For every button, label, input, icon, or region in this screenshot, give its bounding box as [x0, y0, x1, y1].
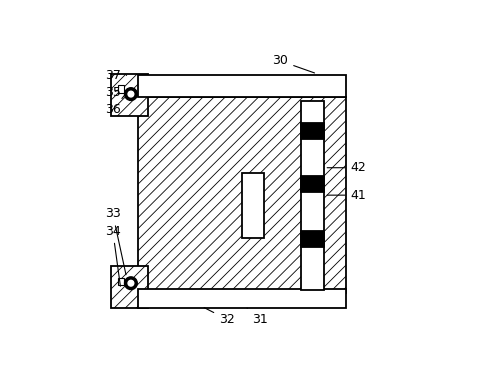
- Circle shape: [128, 91, 134, 97]
- Bar: [301, 176, 325, 192]
- Bar: [138, 75, 346, 97]
- Bar: [301, 101, 325, 290]
- Bar: [118, 86, 124, 93]
- Bar: [138, 97, 346, 293]
- Bar: [301, 231, 325, 247]
- Text: 33: 33: [105, 207, 126, 275]
- Text: 35: 35: [105, 86, 121, 99]
- Text: 41: 41: [327, 189, 366, 202]
- Circle shape: [125, 277, 137, 290]
- Bar: [301, 123, 325, 139]
- Text: 34: 34: [105, 225, 120, 286]
- Circle shape: [125, 88, 137, 100]
- Text: 42: 42: [327, 161, 366, 174]
- Bar: [118, 278, 124, 285]
- Bar: [138, 289, 346, 308]
- Text: 31: 31: [247, 308, 268, 326]
- Text: 36: 36: [105, 95, 125, 117]
- Text: 30: 30: [272, 54, 315, 73]
- Bar: [111, 74, 148, 116]
- Text: 37: 37: [105, 69, 127, 82]
- Bar: [242, 174, 264, 238]
- Bar: [111, 266, 148, 308]
- Text: 32: 32: [204, 308, 235, 326]
- Circle shape: [128, 280, 134, 286]
